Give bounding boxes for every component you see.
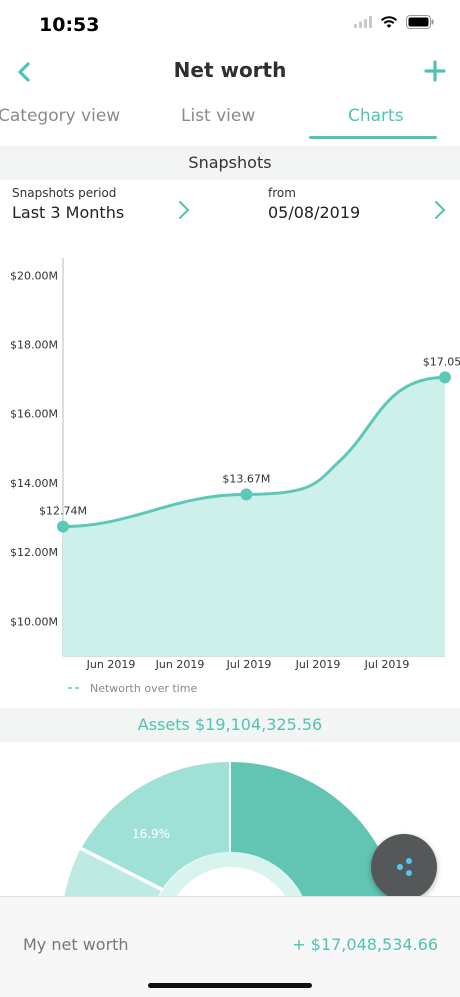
add-button[interactable]: [422, 58, 448, 84]
assets-donut-chart: 16.9%: [62, 762, 401, 902]
series-line: [62, 375, 446, 529]
home-indicator: [148, 983, 312, 988]
snapshots-period-selector[interactable]: Snapshots period Last 3 Months: [12, 186, 202, 226]
page-title: Net worth: [173, 58, 287, 82]
chevron-right-icon: [179, 201, 190, 219]
chevron-right-icon: [435, 201, 446, 219]
battery-icon: [406, 15, 434, 29]
data-point[interactable]: [57, 520, 69, 533]
dots-icon: [397, 858, 412, 876]
status-time: 10:53: [39, 14, 100, 36]
tab-category-view[interactable]: Category view: [0, 106, 121, 126]
nav-header: Net worth: [0, 48, 460, 96]
period-label: Snapshots period: [12, 186, 117, 200]
donut-slice-16-9[interactable]: [82, 762, 229, 888]
y-tick-label: $12.00M: [10, 546, 58, 559]
donut-inner-ring: [231, 852, 306, 902]
donut-inner-ring-left: [156, 852, 231, 902]
tab-list-view[interactable]: List view: [181, 106, 256, 126]
x-tick-label: Jun 2019: [86, 658, 136, 671]
data-label: $17.05: [423, 355, 460, 368]
net-worth-label: My net worth: [23, 935, 129, 954]
status-icons: [354, 15, 434, 29]
cellular-signal-icon: [354, 16, 372, 28]
y-tick-label: $18.00M: [10, 339, 58, 352]
series-area: [63, 377, 445, 656]
donut-slice-small[interactable]: [62, 850, 161, 902]
networth-chart: $10.00M $12.00M $14.00M $16.00M $18.00M $20.0…: [10, 258, 460, 695]
y-tick-label: $14.00M: [10, 477, 58, 490]
plus-icon: [424, 60, 446, 82]
chevron-left-icon: [18, 62, 30, 82]
period-value: Last 3 Months: [12, 203, 125, 222]
net-worth-footer: My net worth + $17,048,534.66: [0, 896, 460, 997]
data-label: $12.74M: [39, 505, 87, 518]
from-value: 05/08/2019: [268, 203, 361, 222]
assets-total: Assets $19,104,325.56: [0, 708, 460, 742]
x-tick-label: Jul 2019: [226, 658, 272, 671]
net-worth-value: + $17,048,534.66: [292, 935, 438, 954]
data-point[interactable]: [240, 488, 253, 501]
snapshots-header: Snapshots: [0, 146, 460, 180]
active-tab-indicator: [309, 136, 437, 139]
status-bar: 10:53: [0, 0, 460, 48]
y-tick-label: $20.00M: [10, 269, 58, 282]
wifi-icon: [380, 16, 398, 28]
data-label: $13.67M: [222, 472, 270, 485]
back-button[interactable]: [12, 58, 36, 86]
view-tabs: Category view List view Charts: [0, 100, 460, 142]
x-tick-label: Jul 2019: [295, 658, 341, 671]
quick-actions-button[interactable]: [371, 834, 437, 900]
y-tick-label: $10.00M: [10, 615, 58, 628]
x-tick-label: Jun 2019: [155, 658, 205, 671]
donut-slice-label: 16.9%: [132, 827, 170, 841]
y-tick-label: $16.00M: [10, 408, 58, 421]
legend-label: Networth over time: [90, 682, 197, 695]
data-point[interactable]: [439, 371, 451, 384]
from-label: from: [268, 186, 296, 200]
from-date-selector[interactable]: from 05/08/2019: [268, 186, 452, 226]
donut-slice-large[interactable]: [231, 762, 401, 902]
x-tick-label: Jul 2019: [364, 658, 410, 671]
tab-charts[interactable]: Charts: [348, 106, 404, 126]
